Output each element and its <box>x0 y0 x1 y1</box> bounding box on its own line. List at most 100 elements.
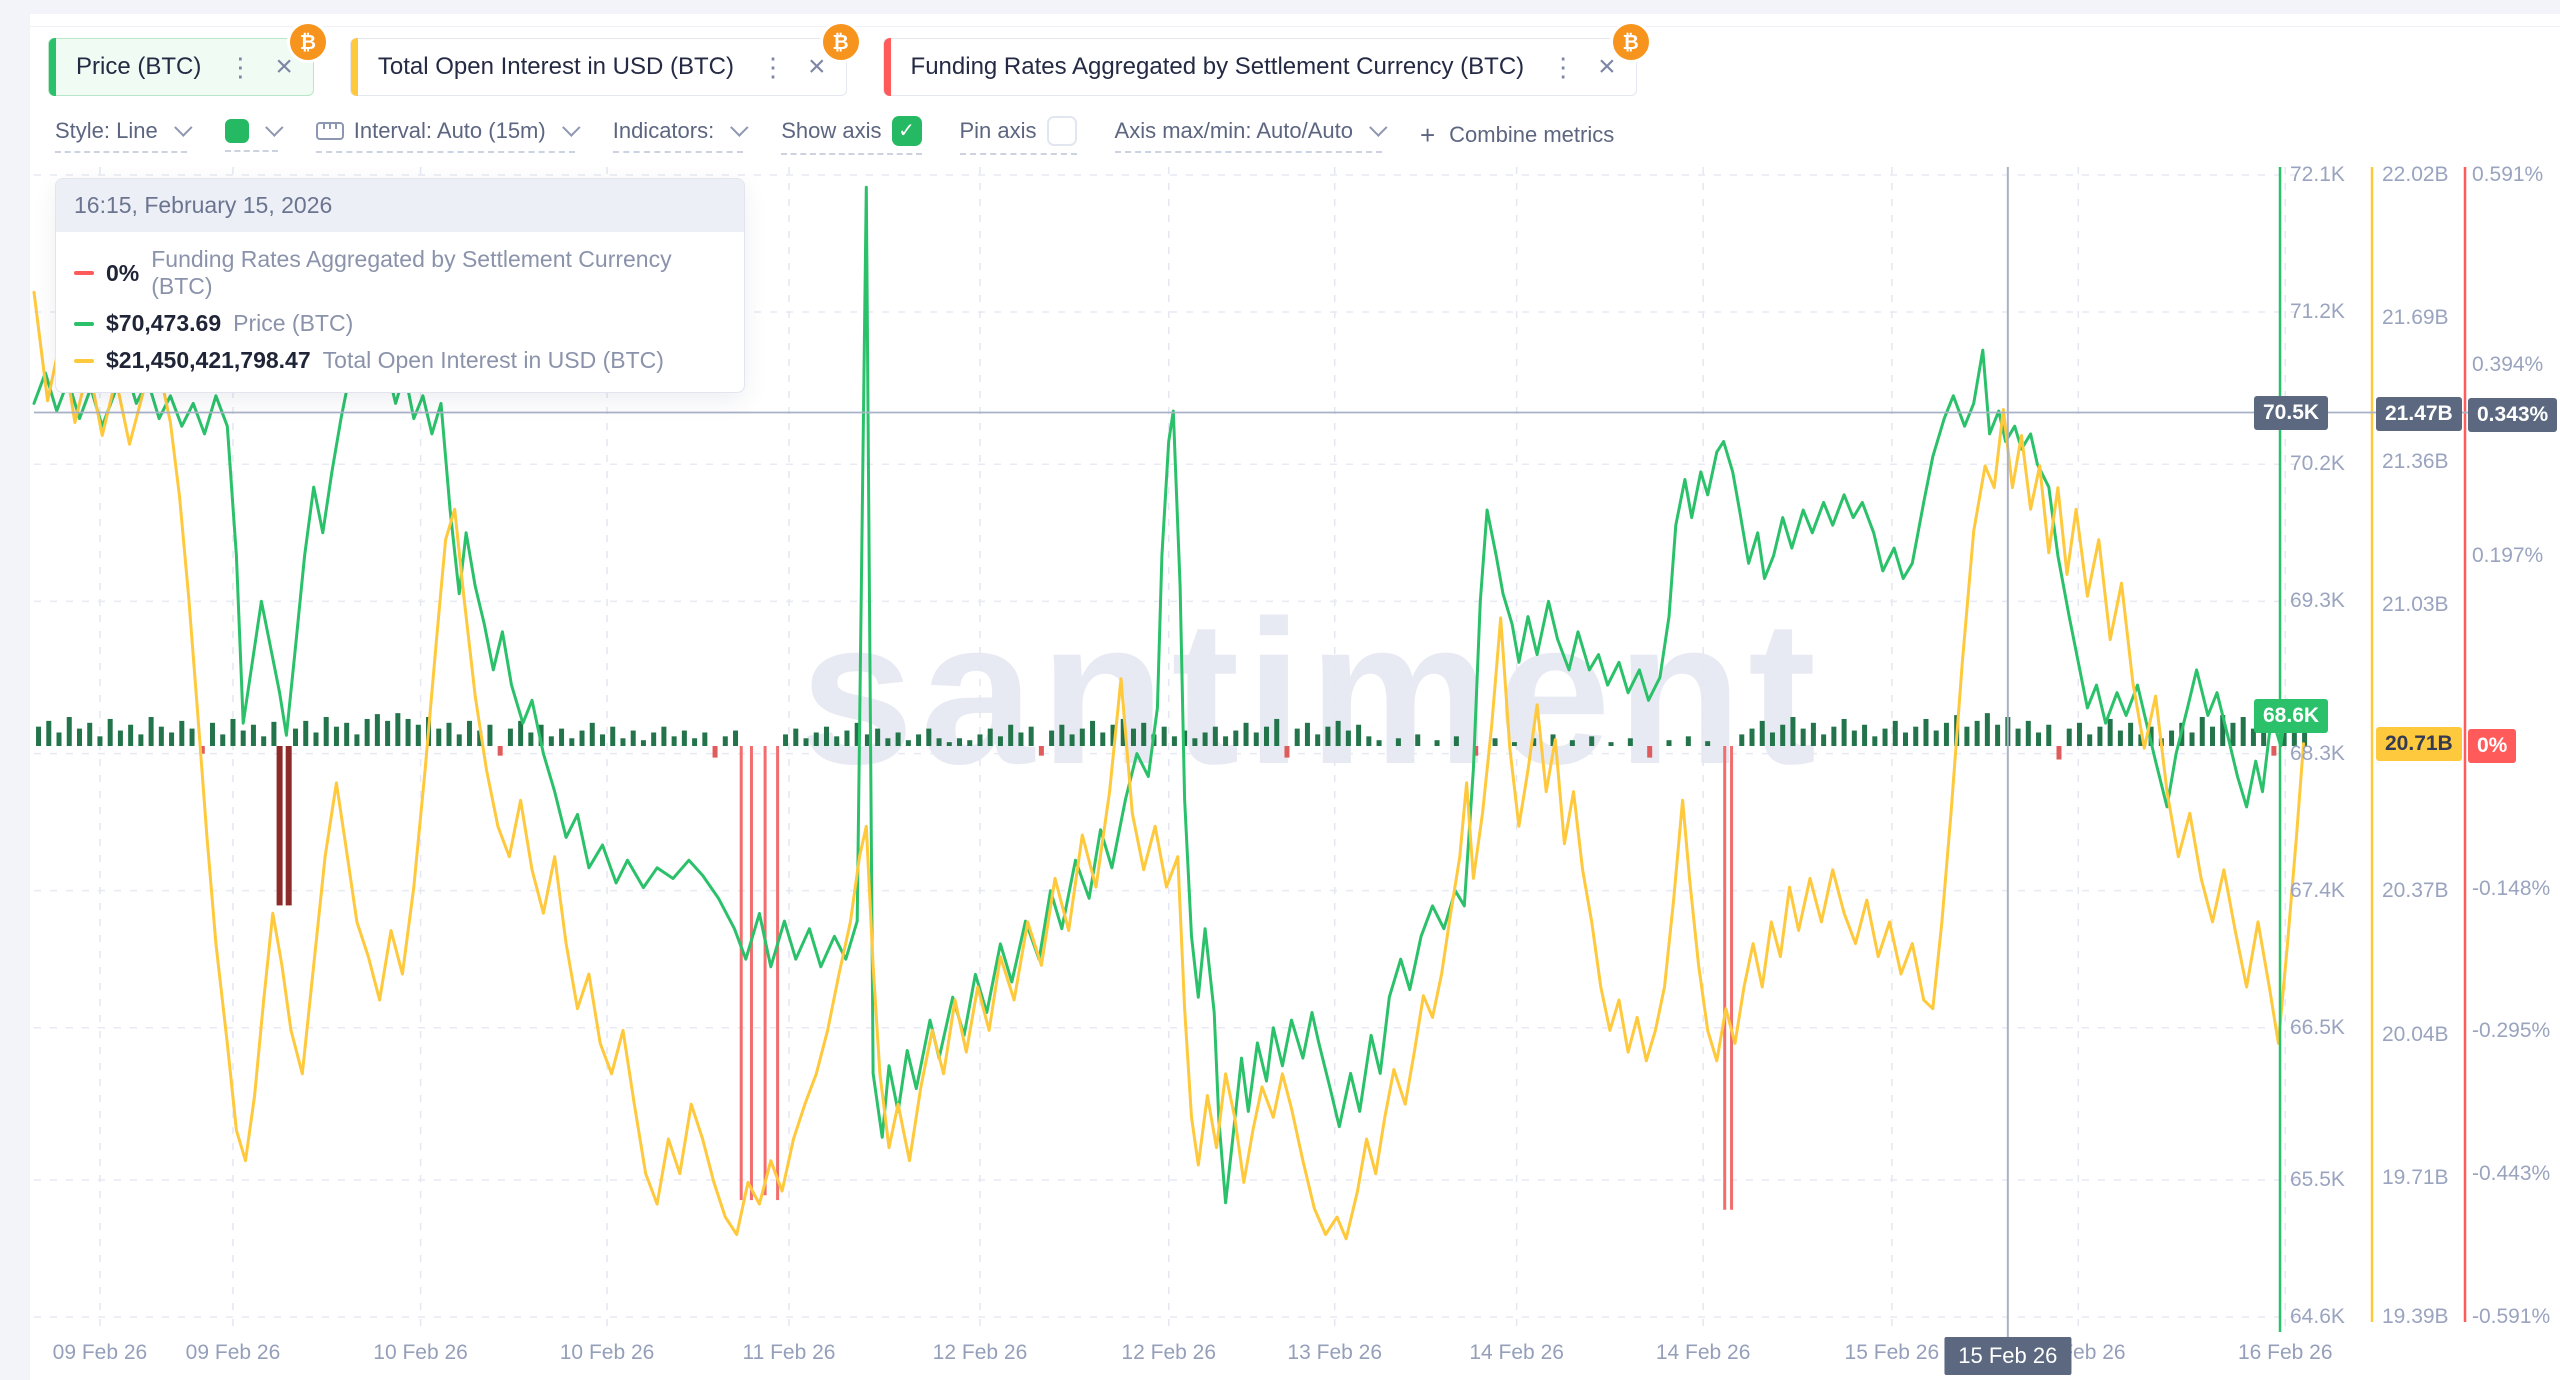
plus-icon: + <box>1419 119 1436 150</box>
tab-menu-icon[interactable]: ⋮ <box>227 52 254 82</box>
bitcoin-icon: ₿ <box>1609 21 1652 63</box>
x-axis-date-label: 15 Feb 26 <box>1844 1341 1940 1364</box>
interval-selector[interactable]: Interval: Auto (15m) <box>315 117 581 153</box>
crosshair-date-badge: 15 Feb 26 <box>1944 1337 2072 1375</box>
chevron-down-icon <box>1369 118 1388 137</box>
panel-top-border <box>30 14 2560 27</box>
metric-tabs-row: Price (BTC) ⋮ × ₿ Total Open Interest in USD… <box>48 21 1652 98</box>
x-axis-date-label: 11 Feb 26 <box>742 1341 836 1364</box>
axis-tick-funding: 0.591% <box>2472 163 2544 186</box>
axis-tick-oi: 21.69B <box>2382 306 2449 330</box>
combine-metrics-button[interactable]: + Combine metrics <box>1420 120 1614 151</box>
tooltip-value: 0% <box>106 259 140 286</box>
axis-tick-price: 69.3K <box>2290 589 2345 613</box>
last-value-badge-funding: 0% <box>2468 729 2517 763</box>
x-axis-date-label: 12 Feb 26 <box>1121 1341 1217 1364</box>
pin-axis-toggle[interactable]: Pin axis <box>959 115 1077 155</box>
tooltip-timestamp: 16:15, February 15, 2026 <box>56 179 744 232</box>
axis-tick-funding: 0.394% <box>2472 353 2544 377</box>
tooltip-metric-name: Price (BTC) <box>233 310 354 336</box>
combine-metrics-label: Combine metrics <box>1449 122 1615 147</box>
axis-tick-funding: -0.443% <box>2472 1162 2551 1185</box>
tooltip-rows: 0% Funding Rates Aggregated by Settlemen… <box>56 232 744 392</box>
tab-label: Total Open Interest in USD (BTC) <box>377 53 734 80</box>
axis-maxmin-label: Axis max/min: Auto/Auto <box>1114 117 1353 143</box>
metric-tab-0[interactable]: Price (BTC) ⋮ × ₿ <box>48 21 329 96</box>
style-label: Style: Line <box>55 117 158 143</box>
indicators-label: Indicators: <box>612 117 715 143</box>
tooltip-value: $21,450,421,798.47 <box>106 347 311 373</box>
indicators-selector[interactable]: Indicators: <box>612 117 749 153</box>
axis-tick-oi: 19.71B <box>2382 1166 2449 1190</box>
x-axis-date-label: 09 Feb 26 <box>185 1341 281 1364</box>
chevron-down-icon <box>264 118 284 137</box>
axis-maxmin-selector[interactable]: Axis max/min: Auto/Auto <box>1114 117 1388 153</box>
tooltip-row-2: $21,450,421,798.47 Total Open Interest i… <box>74 347 726 374</box>
x-axis-date-label: 12 Feb 26 <box>932 1341 1028 1364</box>
tab-menu-icon[interactable]: ⋮ <box>760 52 786 82</box>
axis-tick-oi: 22.02B <box>2382 163 2449 186</box>
axis-tick-funding: -0.591% <box>2472 1305 2551 1328</box>
x-axis-date-label: 13 Feb 26 <box>1287 1341 1383 1364</box>
color-selector[interactable] <box>224 118 284 152</box>
style-selector[interactable]: Style: Line <box>55 117 193 153</box>
chevron-down-icon <box>173 118 193 137</box>
series-dash-icon <box>74 321 94 326</box>
axis-tick-price: 67.4K <box>2290 878 2345 902</box>
series-dash-icon <box>74 358 94 363</box>
tab-close-icon[interactable]: × <box>808 50 826 83</box>
interval-icon <box>315 121 344 140</box>
crosshair-value-badge-price: 70.5K <box>2254 395 2329 430</box>
axis-tick-price: 71.2K <box>2290 300 2345 324</box>
axis-tick-funding: -0.148% <box>2472 876 2551 900</box>
x-axis-date-label: 16 Feb 26 <box>2237 1341 2333 1364</box>
tab-close-icon[interactable]: × <box>1598 50 1616 83</box>
x-axis-date-label: 14 Feb 26 <box>1469 1341 1564 1364</box>
axis-tick-oi: 21.03B <box>2382 592 2449 616</box>
tab-accent-bar <box>49 38 56 96</box>
tooltip-row-1: $70,473.69 Price (BTC) <box>74 310 726 337</box>
last-value-badge-price: 68.6K <box>2254 698 2329 733</box>
chart-tooltip: 16:15, February 15, 2026 0% Funding Rate… <box>55 178 745 393</box>
metric-tab-1[interactable]: Total Open Interest in USD (BTC) ⋮ × ₿ <box>349 21 862 96</box>
axis-tick-funding: 0.197% <box>2472 543 2544 567</box>
axis-tick-price: 66.5K <box>2290 1015 2345 1039</box>
tab-accent-bar <box>350 38 358 96</box>
show-axis-toggle[interactable]: Show axis ✓ <box>781 115 922 155</box>
series-dash-icon <box>74 271 94 275</box>
pin-axis-checkbox[interactable] <box>1046 115 1077 146</box>
last-value-badge-oi: 20.71B <box>2376 726 2462 761</box>
tab-label: Funding Rates Aggregated by Settlement C… <box>910 53 1525 80</box>
tab-menu-icon[interactable]: ⋮ <box>1550 52 1577 82</box>
chart-toolbar: Style: Line Interval: Auto (15m) Indicat… <box>55 112 1614 158</box>
top-strip <box>0 0 2560 14</box>
crosshair-value-badge-funding: 0.343% <box>2468 397 2558 432</box>
bitcoin-icon: ₿ <box>286 21 329 63</box>
tooltip-value: $70,473.69 <box>106 310 222 336</box>
tooltip-row-0: 0% Funding Rates Aggregated by Settlemen… <box>74 246 726 300</box>
axis-tick-price: 68.3K <box>2290 741 2345 765</box>
show-axis-label: Show axis <box>781 117 882 143</box>
pin-axis-label: Pin axis <box>959 117 1037 143</box>
crosshair-value-badge-oi: 21.47B <box>2376 396 2462 431</box>
show-axis-checkbox[interactable]: ✓ <box>891 115 922 146</box>
tab-accent-bar <box>883 38 891 96</box>
chevron-down-icon <box>730 118 749 137</box>
chevron-down-icon <box>561 118 581 137</box>
metric-tab-2[interactable]: Funding Rates Aggregated by Settlement C… <box>882 21 1652 96</box>
x-axis-date-label: 10 Feb 26 <box>559 1341 655 1364</box>
axis-tick-oi: 20.04B <box>2382 1022 2449 1046</box>
tab-close-icon[interactable]: × <box>275 50 293 83</box>
axis-tick-funding: -0.295% <box>2472 1019 2551 1043</box>
color-swatch <box>224 118 249 143</box>
tooltip-metric-name: Total Open Interest in USD (BTC) <box>322 347 664 373</box>
axis-tick-price: 64.6K <box>2290 1305 2345 1328</box>
x-axis-date-label: 10 Feb 26 <box>373 1341 468 1364</box>
bitcoin-icon: ₿ <box>819 21 862 63</box>
interval-label: Interval: Auto (15m) <box>353 117 546 143</box>
x-axis-date-label: 09 Feb 26 <box>52 1341 148 1364</box>
tooltip-metric-name: Funding Rates Aggregated by Settlement C… <box>151 246 672 299</box>
axis-tick-price: 72.1K <box>2290 163 2345 186</box>
x-axis-date-label: 14 Feb 26 <box>1655 1341 1751 1364</box>
left-gutter <box>0 0 30 1380</box>
